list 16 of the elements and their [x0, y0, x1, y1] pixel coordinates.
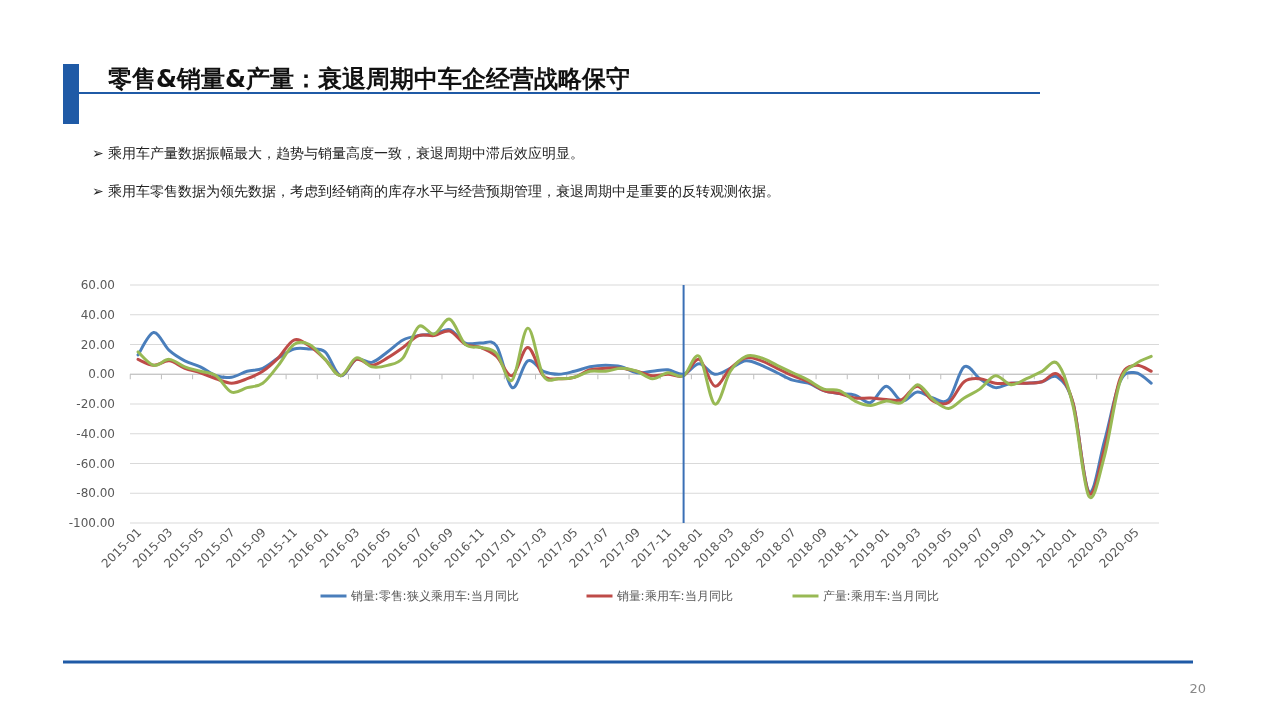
text: ➢ 乘用车产量数据振幅最大，趋势与销量高度一致，衰退周期中滞后效应明显。	[92, 145, 585, 161]
legend-label: 产量:乘用车:当月同比	[822, 589, 939, 603]
y-tick-label: -60.00	[76, 456, 115, 471]
chart-title: 零售&销量&产量：衰退周期中车企经营战略保守	[108, 65, 630, 93]
y-tick-label: -80.00	[76, 486, 115, 501]
y-tick-label: 0.00	[88, 367, 115, 382]
y-tick-label: 60.00	[80, 278, 115, 292]
text: 20	[1189, 681, 1206, 696]
y-tick-label: -20.00	[76, 397, 115, 411]
legend-label: 销量:乘用车:当月同比	[615, 589, 733, 603]
text: ➢ 乘用车零售数据为领先数据，考虑到经销商的库存水平与经营预期管理，衰退周期中是重要的反转观测依据。	[92, 183, 781, 199]
legend-label: 销量:零售:狭义乘用车:当月同比	[349, 589, 519, 603]
y-tick-label: -40.00	[76, 426, 115, 441]
y-tick-label: 40.00	[80, 307, 115, 322]
y-tick-label: 20.00	[80, 337, 115, 352]
y-tick-label: -100.00	[68, 516, 115, 530]
